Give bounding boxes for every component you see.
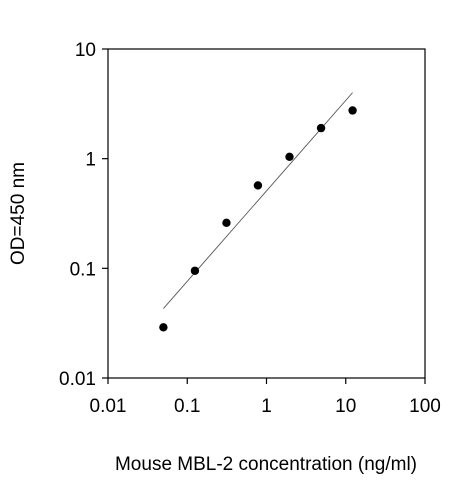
data-point xyxy=(222,218,231,228)
x-axis-ticks: 0.01 0.1 1 10 100 xyxy=(90,378,441,417)
x-tick-label: 100 xyxy=(409,396,441,417)
y-tick-label: 0.1 xyxy=(70,259,96,280)
plot-area-frame xyxy=(107,48,426,379)
data-point xyxy=(253,181,263,190)
fit-line-layer xyxy=(163,92,353,309)
x-tick-label: 1 xyxy=(261,396,272,417)
y-tick-label: 0.01 xyxy=(59,369,96,390)
x-tick-label: 0.1 xyxy=(174,396,200,417)
x-tick-label: 0.01 xyxy=(90,396,127,417)
data-point xyxy=(316,123,326,133)
x-axis-label: Mouse MBL-2 concentration (ng/ml) xyxy=(115,454,417,475)
y-axis-ticks: 0.01 0.1 1 10 xyxy=(59,40,108,390)
x-tick-label: 10 xyxy=(335,396,356,417)
data-point xyxy=(285,152,294,161)
y-tick-label: 10 xyxy=(75,40,96,61)
data-point xyxy=(348,106,357,115)
fit-line xyxy=(163,92,353,309)
y-tick-label: 1 xyxy=(85,150,96,171)
data-point xyxy=(159,323,168,332)
data-point xyxy=(190,266,200,275)
data-points xyxy=(159,106,357,332)
y-axis-label: OD=450 nm xyxy=(8,162,29,265)
